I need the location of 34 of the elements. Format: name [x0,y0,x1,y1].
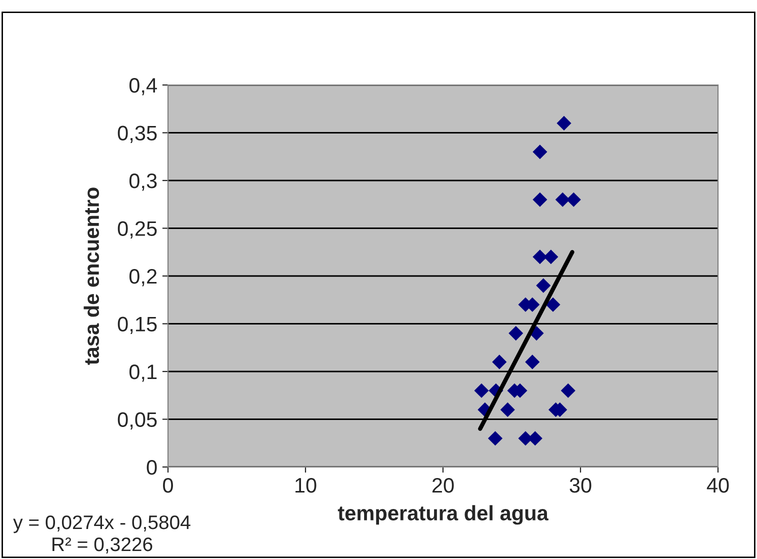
point [546,297,560,312]
y-tick-label: 0,15 [118,316,157,334]
y-tick-label: 0,35 [118,126,157,143]
y-tick-label: 0,2 [129,269,157,286]
y-tick-label: 0,4 [129,78,157,96]
point [508,326,524,341]
point [488,431,503,446]
x-axis-title: temperatura del agua [338,505,548,525]
x-tick-label: 0 [163,478,173,493]
y-axis-title: tasa de encuentro [84,188,100,365]
point [532,192,548,207]
y-tick-label: 0,3 [129,174,157,191]
y-tick-label: 0,25 [118,221,157,238]
point [474,383,489,398]
y-tick-label: 0,05 [118,412,157,430]
point [536,278,551,293]
x-tick-label: 20 [432,478,454,493]
point [492,354,507,370]
text: y = 0,0274x - 0,5804 [13,515,190,534]
x-tick-label: 40 [706,478,729,493]
y-tick-label: 0 [146,460,157,475]
point [544,250,558,264]
text: R² = 0,3226 [52,537,152,554]
point [525,354,540,370]
x-tick-label: 30 [570,478,592,493]
y-tick-label: 0,1 [129,364,157,382]
point [555,192,570,207]
point [556,116,572,130]
point [500,402,515,417]
point [532,250,548,264]
point [532,144,548,160]
x-tick-label: 10 [296,478,316,493]
point [566,192,581,207]
point [560,383,576,398]
